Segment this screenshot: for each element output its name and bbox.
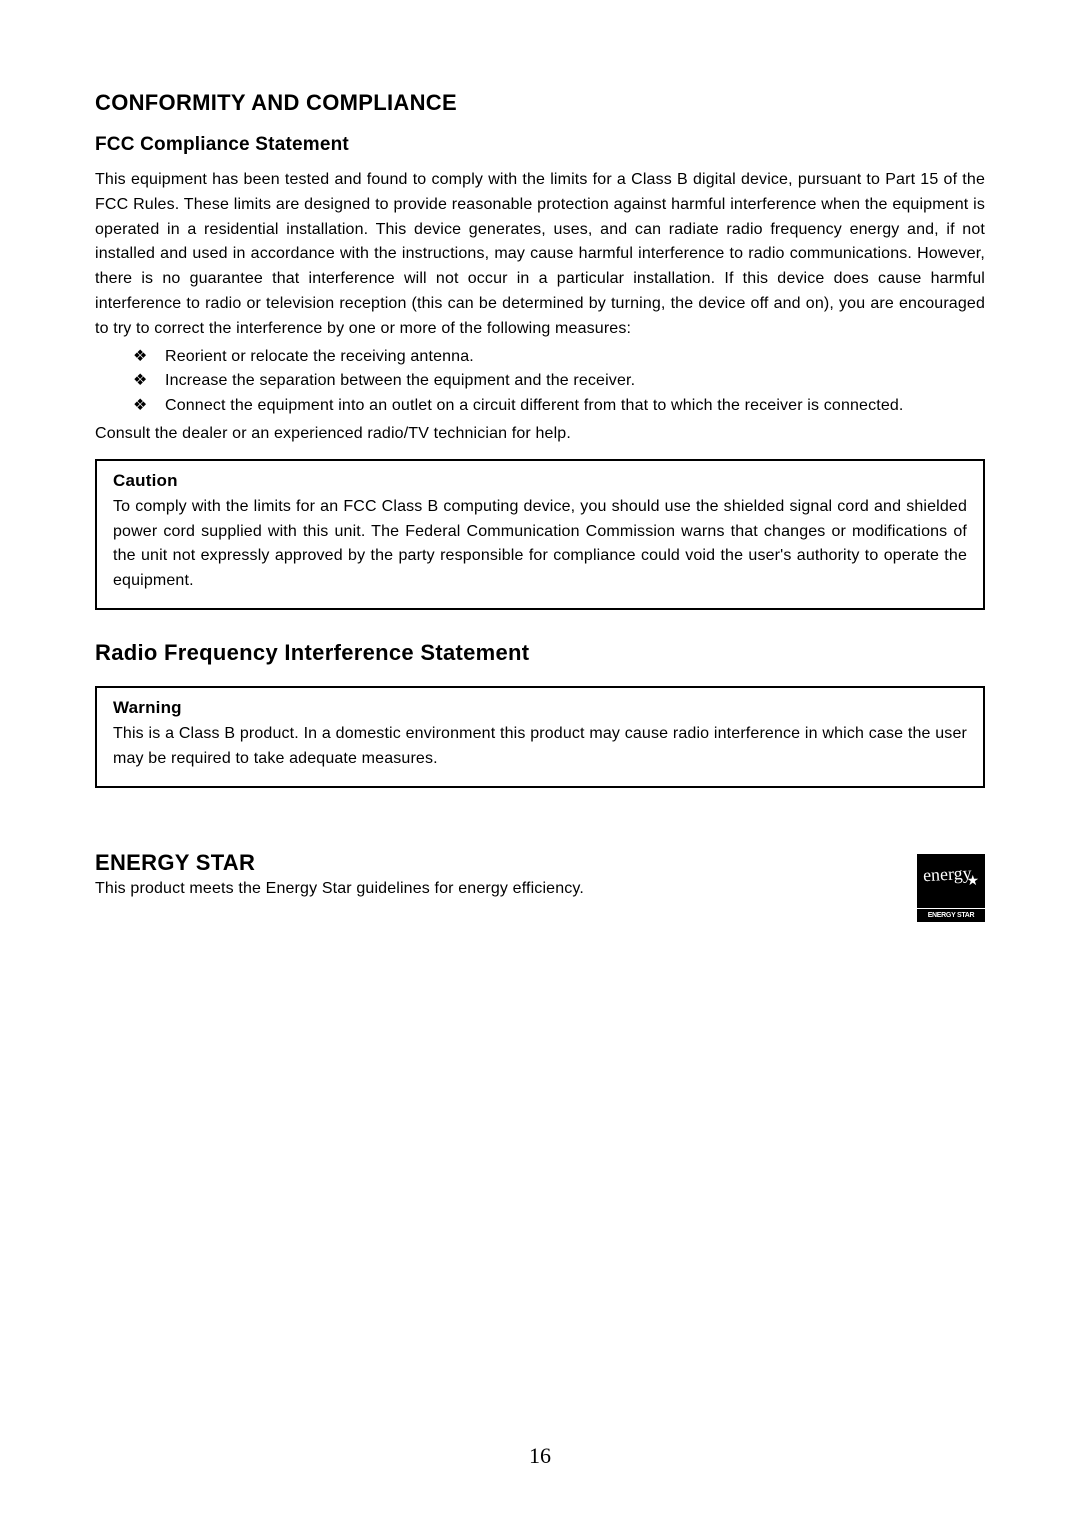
bullet-text: Connect the equipment into an outlet on … xyxy=(165,394,985,419)
bullet-icon: ❖ xyxy=(95,394,165,419)
fcc-after-bullets: Consult the dealer or an experienced rad… xyxy=(95,422,985,447)
caution-text: To comply with the limits for an FCC Cla… xyxy=(113,495,967,594)
logo-script-text: energy xyxy=(922,862,972,886)
logo-star-icon: ★ xyxy=(966,872,979,889)
list-item: ❖ Reorient or relocate the receiving ant… xyxy=(95,345,985,370)
warning-title: Warning xyxy=(113,698,967,718)
section-heading-conformity: CONFORMITY AND COMPLIANCE xyxy=(95,90,985,116)
logo-band-text: ENERGY STAR xyxy=(917,908,985,922)
fcc-bullet-list: ❖ Reorient or relocate the receiving ant… xyxy=(95,345,985,419)
section-heading-rfi: Radio Frequency Interference Statement xyxy=(95,640,985,666)
fcc-paragraph: This equipment has been tested and found… xyxy=(95,168,985,342)
bullet-icon: ❖ xyxy=(95,345,165,370)
caution-title: Caution xyxy=(113,471,967,491)
energy-star-logo-icon: energy ★ ENERGY STAR xyxy=(917,854,985,922)
bullet-text: Reorient or relocate the receiving anten… xyxy=(165,345,985,370)
energy-star-heading: ENERGY STAR xyxy=(95,850,879,876)
bullet-text: Increase the separation between the equi… xyxy=(165,369,985,394)
bullet-icon: ❖ xyxy=(95,369,165,394)
list-item: ❖ Connect the equipment into an outlet o… xyxy=(95,394,985,419)
page-number: 16 xyxy=(0,1443,1080,1469)
caution-box: Caution To comply with the limits for an… xyxy=(95,459,985,610)
warning-box: Warning This is a Class B product. In a … xyxy=(95,686,985,788)
warning-text: This is a Class B product. In a domestic… xyxy=(113,722,967,772)
list-item: ❖ Increase the separation between the eq… xyxy=(95,369,985,394)
energy-star-text: This product meets the Energy Star guide… xyxy=(95,880,879,898)
energy-star-section: ENERGY STAR This product meets the Energ… xyxy=(95,850,985,922)
energy-star-text-block: ENERGY STAR This product meets the Energ… xyxy=(95,850,879,898)
document-page: CONFORMITY AND COMPLIANCE FCC Compliance… xyxy=(0,0,1080,1529)
subheading-fcc: FCC Compliance Statement xyxy=(95,134,985,156)
